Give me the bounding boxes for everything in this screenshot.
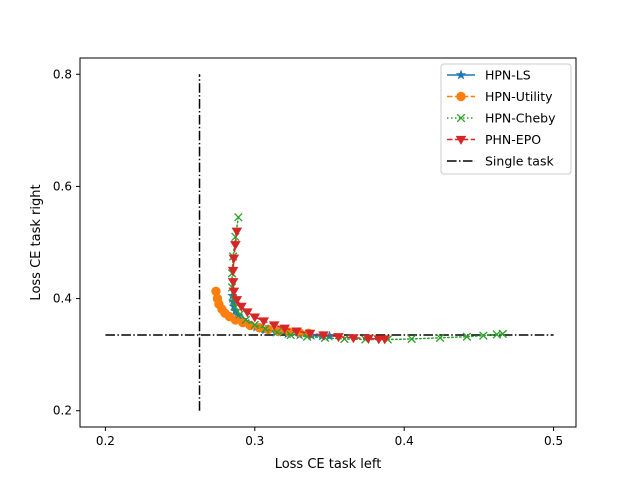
- legend-label: Single task: [485, 154, 554, 169]
- data-point-hpn-cheby: [260, 324, 270, 334]
- data-point-phn-epo: [363, 334, 374, 344]
- series-phn-epo: [227, 227, 391, 345]
- data-point-phn-epo: [231, 227, 243, 237]
- x-tick-label: 0.5: [544, 434, 563, 448]
- x-tick-label: 0.2: [96, 434, 115, 448]
- data-point-phn-epo: [333, 333, 344, 343]
- data-point-phn-epo: [227, 278, 239, 288]
- legend-entries: HPN-LS HPN-Utility HPN-Cheby PHN-EPO Single …: [447, 68, 556, 169]
- data-point-phn-epo: [249, 313, 261, 323]
- data-point-phn-epo: [279, 324, 290, 334]
- data-point-hpn-cheby: [407, 334, 416, 344]
- data-point-phn-epo: [348, 334, 359, 344]
- data-point-phn-epo: [228, 254, 240, 264]
- y-axis-ticks: 0.2 0.4 0.6 0.8: [53, 67, 80, 418]
- data-point-phn-epo: [318, 331, 329, 341]
- data-point-hpn-cheby: [435, 333, 445, 343]
- data-point-phn-epo: [268, 321, 280, 331]
- legend-frame: [440, 63, 572, 175]
- x-tick-label: 0.4: [395, 434, 414, 448]
- data-point-phn-epo: [227, 266, 239, 276]
- legend-label: HPN-Utility: [485, 89, 553, 104]
- data-point-hpn-cheby: [462, 332, 472, 341]
- legend-label: PHN-EPO: [485, 132, 541, 147]
- legend-marker: [455, 135, 467, 145]
- y-axis-label: Loss CE task right: [29, 184, 44, 300]
- data-point-hpn-cheby: [272, 327, 282, 337]
- legend-marker: [456, 91, 466, 102]
- x-axis-label: Loss CE task left: [275, 457, 382, 472]
- legend-label: HPN-Cheby: [485, 111, 556, 126]
- data-point-phn-epo: [258, 317, 270, 327]
- data-point-hpn-cheby: [498, 329, 508, 339]
- data-point-hpn-cheby: [286, 330, 295, 340]
- data-point-phn-epo: [228, 287, 240, 297]
- data-point-phn-epo: [231, 296, 243, 306]
- x-axis-ticks: 0.2 0.3 0.4 0.5: [96, 427, 563, 448]
- y-tick-label: 0.2: [53, 404, 72, 418]
- data-point-hpn-cheby: [479, 331, 488, 340]
- data-point-phn-epo: [304, 329, 316, 339]
- data-point-phn-epo: [236, 302, 247, 312]
- series-layer: [211, 213, 508, 345]
- legend-entry-hpn-utility: HPN-Utility: [447, 89, 553, 104]
- x-tick-label: 0.3: [245, 434, 264, 448]
- legend-marker: [456, 113, 466, 123]
- data-point-hpn-cheby: [241, 315, 251, 325]
- legend-label: HPN-LS: [485, 68, 531, 83]
- legend-marker: [455, 69, 467, 80]
- y-tick-label: 0.4: [53, 292, 72, 306]
- data-point-phn-epo: [379, 335, 391, 345]
- legend-entry-single-task: Single task: [447, 154, 554, 169]
- plot-frame: [79, 57, 577, 428]
- legend-entry-phn-epo: PHN-EPO: [447, 132, 541, 147]
- legend-entry-hpn-ls: HPN-LS: [447, 68, 531, 83]
- legend-entry-hpn-cheby: HPN-Cheby: [447, 111, 556, 126]
- data-point-phn-epo: [230, 241, 241, 251]
- data-point-phn-epo: [291, 327, 302, 337]
- data-point-hpn-cheby: [234, 213, 243, 222]
- legend: HPN-LS HPN-Utility HPN-Cheby PHN-EPO Single …: [440, 63, 572, 175]
- data-point-hpn-cheby: [250, 320, 260, 330]
- data-point-phn-epo: [242, 308, 253, 318]
- y-tick-label: 0.8: [53, 67, 72, 81]
- y-tick-label: 0.6: [53, 179, 72, 193]
